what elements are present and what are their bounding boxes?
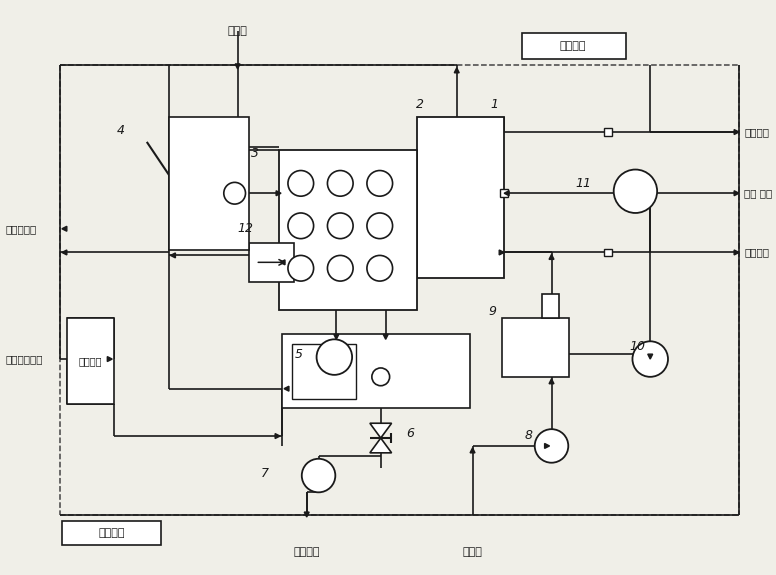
Bar [67, 317, 114, 404]
Polygon shape [383, 335, 388, 339]
Polygon shape [648, 354, 653, 359]
Polygon shape [62, 227, 67, 231]
Polygon shape [235, 64, 240, 69]
Polygon shape [545, 443, 549, 448]
Polygon shape [734, 250, 739, 255]
Polygon shape [107, 356, 113, 362]
Polygon shape [499, 250, 504, 255]
Circle shape [317, 339, 352, 375]
Polygon shape [734, 191, 739, 196]
Polygon shape [275, 434, 280, 439]
Text: 天燃气: 天燃气 [462, 547, 483, 557]
Bar [417, 117, 504, 278]
Circle shape [372, 368, 390, 386]
Text: 去采暖管网: 去采暖管网 [5, 224, 37, 234]
Circle shape [302, 459, 335, 492]
Text: 环境 空气: 环境 空气 [744, 188, 772, 198]
Polygon shape [549, 254, 554, 259]
Text: 采暖管网回水: 采暖管网回水 [5, 354, 43, 364]
Polygon shape [280, 260, 285, 265]
Circle shape [367, 213, 393, 239]
Text: 12: 12 [237, 223, 254, 235]
Text: 系统边界: 系统边界 [560, 41, 587, 51]
Circle shape [327, 255, 353, 281]
Text: 7: 7 [262, 467, 269, 480]
Polygon shape [454, 68, 459, 73]
Polygon shape [304, 512, 309, 517]
Bar [62, 521, 161, 545]
Circle shape [535, 429, 568, 463]
Circle shape [367, 255, 393, 281]
Polygon shape [504, 191, 509, 196]
Text: 4: 4 [117, 124, 125, 136]
Circle shape [223, 182, 245, 204]
Text: 2: 2 [416, 98, 424, 111]
Circle shape [288, 171, 314, 196]
Bar [522, 33, 625, 59]
Polygon shape [549, 379, 554, 384]
Polygon shape [171, 253, 175, 258]
Text: 1: 1 [490, 98, 498, 111]
Circle shape [367, 171, 393, 196]
Polygon shape [734, 129, 739, 135]
Bar [501, 189, 508, 197]
Bar [604, 248, 611, 256]
Text: 3: 3 [251, 147, 259, 160]
Circle shape [288, 255, 314, 281]
Text: 11: 11 [575, 177, 591, 190]
Text: 系统边界: 系统边界 [98, 528, 124, 538]
Polygon shape [62, 250, 67, 255]
Bar [279, 150, 417, 310]
Text: 5: 5 [295, 348, 303, 361]
Text: 10: 10 [629, 340, 646, 352]
Circle shape [327, 213, 353, 239]
Polygon shape [276, 191, 281, 196]
Bar [249, 243, 294, 282]
Bar [292, 344, 356, 398]
Polygon shape [334, 335, 339, 339]
Text: 锅炉烟气: 锅炉烟气 [744, 247, 769, 258]
Polygon shape [370, 438, 392, 453]
Polygon shape [470, 448, 475, 453]
Bar [604, 128, 611, 136]
Bar [282, 335, 469, 408]
Text: 8: 8 [525, 428, 533, 442]
Bar [542, 294, 559, 317]
Text: 环境空气: 环境空气 [293, 547, 320, 557]
Polygon shape [284, 386, 289, 391]
Polygon shape [370, 423, 392, 438]
Circle shape [327, 171, 353, 196]
Bar [502, 317, 570, 377]
Text: 系统过滤: 系统过滤 [79, 356, 102, 366]
Circle shape [288, 213, 314, 239]
Text: 烟气凝水: 烟气凝水 [744, 127, 769, 137]
Text: 天燃气: 天燃气 [227, 26, 248, 36]
Circle shape [632, 342, 668, 377]
Text: 9: 9 [488, 305, 497, 318]
Text: 6: 6 [407, 427, 414, 440]
Bar [168, 117, 249, 251]
Circle shape [614, 170, 657, 213]
